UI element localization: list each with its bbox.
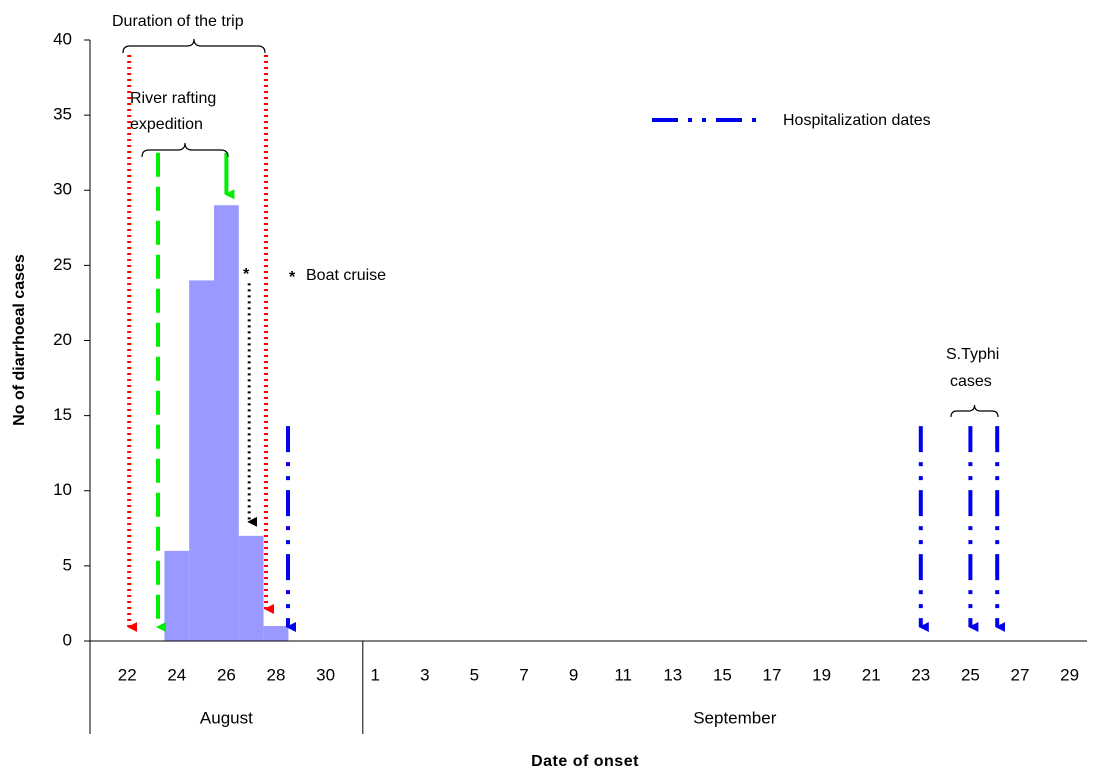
typhi-brace bbox=[950, 404, 999, 418]
x-tick-label: 22 bbox=[118, 665, 137, 684]
legend-hospitalization: Hospitalization dates bbox=[652, 112, 931, 129]
y-axis-title: No of diarrhoeal cases bbox=[11, 254, 28, 426]
bar-4 bbox=[238, 535, 264, 641]
x-tick-label: 15 bbox=[713, 665, 732, 684]
trip-label: Duration of the trip bbox=[112, 13, 244, 30]
y-tick-label-25: 25 bbox=[53, 255, 72, 274]
y-tick-label-10: 10 bbox=[53, 480, 72, 499]
boat-cruise-marker-symbol: * bbox=[243, 266, 250, 283]
y-tick-label-30: 30 bbox=[53, 180, 72, 199]
y-tick-label-40: 40 bbox=[53, 29, 72, 48]
annotations-layer bbox=[122, 38, 1006, 632]
x-tick-label: 5 bbox=[470, 665, 479, 684]
legend-boat-cruise: * Boat cruise bbox=[289, 267, 386, 286]
x-tick-label: 24 bbox=[167, 665, 186, 684]
x-tick-label: 11 bbox=[614, 665, 632, 684]
typhi-label-line2: cases bbox=[950, 373, 992, 390]
bar-1 bbox=[164, 550, 190, 641]
legend-label: Hospitalization dates bbox=[783, 112, 931, 129]
month-label: August bbox=[200, 708, 253, 727]
y-tick-label-5: 5 bbox=[63, 555, 72, 574]
rafting-label-line2: expedition bbox=[130, 116, 203, 133]
rafting-brace bbox=[141, 142, 229, 158]
month-label: September bbox=[693, 708, 776, 727]
x-tick-label: 17 bbox=[763, 665, 782, 684]
x-tick-label: 13 bbox=[663, 665, 682, 684]
x-tick-label: 1 bbox=[370, 665, 379, 684]
bar-5 bbox=[263, 625, 289, 641]
y-tick-label-20: 20 bbox=[53, 330, 72, 349]
rafting-label-line1: River rafting bbox=[130, 90, 216, 107]
x-tick-label: 28 bbox=[267, 665, 286, 684]
x-tick-label: 9 bbox=[569, 665, 578, 684]
x-tick-label: 30 bbox=[316, 665, 335, 684]
bars-layer bbox=[164, 205, 289, 641]
x-tick-label: 23 bbox=[911, 665, 930, 684]
x-tick-label: 19 bbox=[812, 665, 831, 684]
x-tick-label: 27 bbox=[1011, 665, 1030, 684]
bar-2 bbox=[189, 280, 214, 641]
y-tick-label-35: 35 bbox=[53, 105, 72, 124]
y-tick-label-15: 15 bbox=[53, 405, 72, 424]
trip-brace bbox=[122, 38, 266, 54]
bar-3 bbox=[214, 205, 239, 641]
x-tick-label: 29 bbox=[1060, 665, 1079, 684]
y-tick-label-0: 0 bbox=[63, 630, 72, 649]
x-tick-label: 25 bbox=[961, 665, 980, 684]
x-tick-label: 26 bbox=[217, 665, 236, 684]
boat-cruise-label: Boat cruise bbox=[306, 267, 386, 284]
x-tick-label: 21 bbox=[862, 665, 881, 684]
x-axis-title: Date of onset bbox=[531, 753, 639, 770]
typhi-label-line1: S.Typhi bbox=[946, 346, 999, 363]
x-tick-label: 3 bbox=[420, 665, 429, 684]
x-tick-label: 7 bbox=[519, 665, 528, 684]
boat-cruise-symbol: * bbox=[289, 269, 296, 286]
